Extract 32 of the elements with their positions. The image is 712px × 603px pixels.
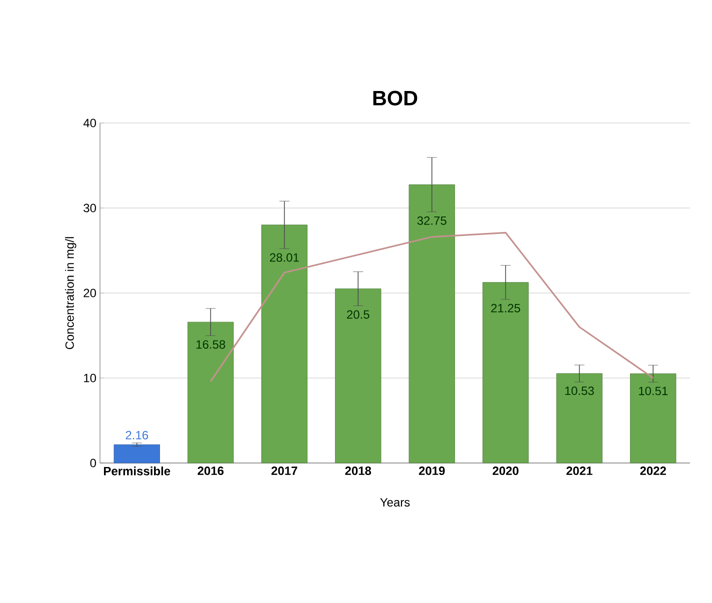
chart-title: BOD	[373, 90, 418, 106]
bar	[188, 322, 234, 464]
y-axis-title: Concentration in mg/l	[65, 237, 76, 350]
x-tick-label: 2020	[492, 466, 518, 476]
data-label: 20.5	[347, 310, 370, 319]
bar	[114, 444, 160, 464]
x-tick-label: 2022	[640, 466, 666, 476]
bar	[335, 288, 382, 464]
data-label: 10.53	[565, 386, 594, 396]
y-tick-label: 20	[84, 288, 96, 298]
x-tick-label: 2019	[418, 466, 445, 476]
data-label: 2.16	[126, 430, 148, 440]
x-tick-label: Permissible	[104, 466, 170, 476]
y-tick-label: 30	[84, 204, 96, 212]
x-tick-label: 2021	[566, 466, 592, 476]
data-label: 28.01	[270, 253, 299, 262]
y-tick-label: 0	[90, 458, 96, 468]
bar	[261, 224, 308, 464]
x-axis-title: Years	[380, 498, 410, 507]
data-label: 16.58	[196, 340, 226, 349]
bar	[408, 184, 455, 464]
data-label: 21.25	[491, 304, 520, 312]
x-tick-label: 2018	[345, 466, 372, 476]
y-tick-label: 10	[84, 374, 96, 382]
bar	[482, 282, 529, 464]
data-label: 10.51	[639, 386, 668, 396]
y-tick-label: 40	[83, 118, 96, 128]
x-tick-label: 2016	[198, 466, 224, 476]
x-tick-label: 2017	[271, 466, 298, 476]
bar	[556, 373, 602, 464]
bar	[630, 373, 676, 464]
data-label: 32.75	[417, 216, 446, 225]
